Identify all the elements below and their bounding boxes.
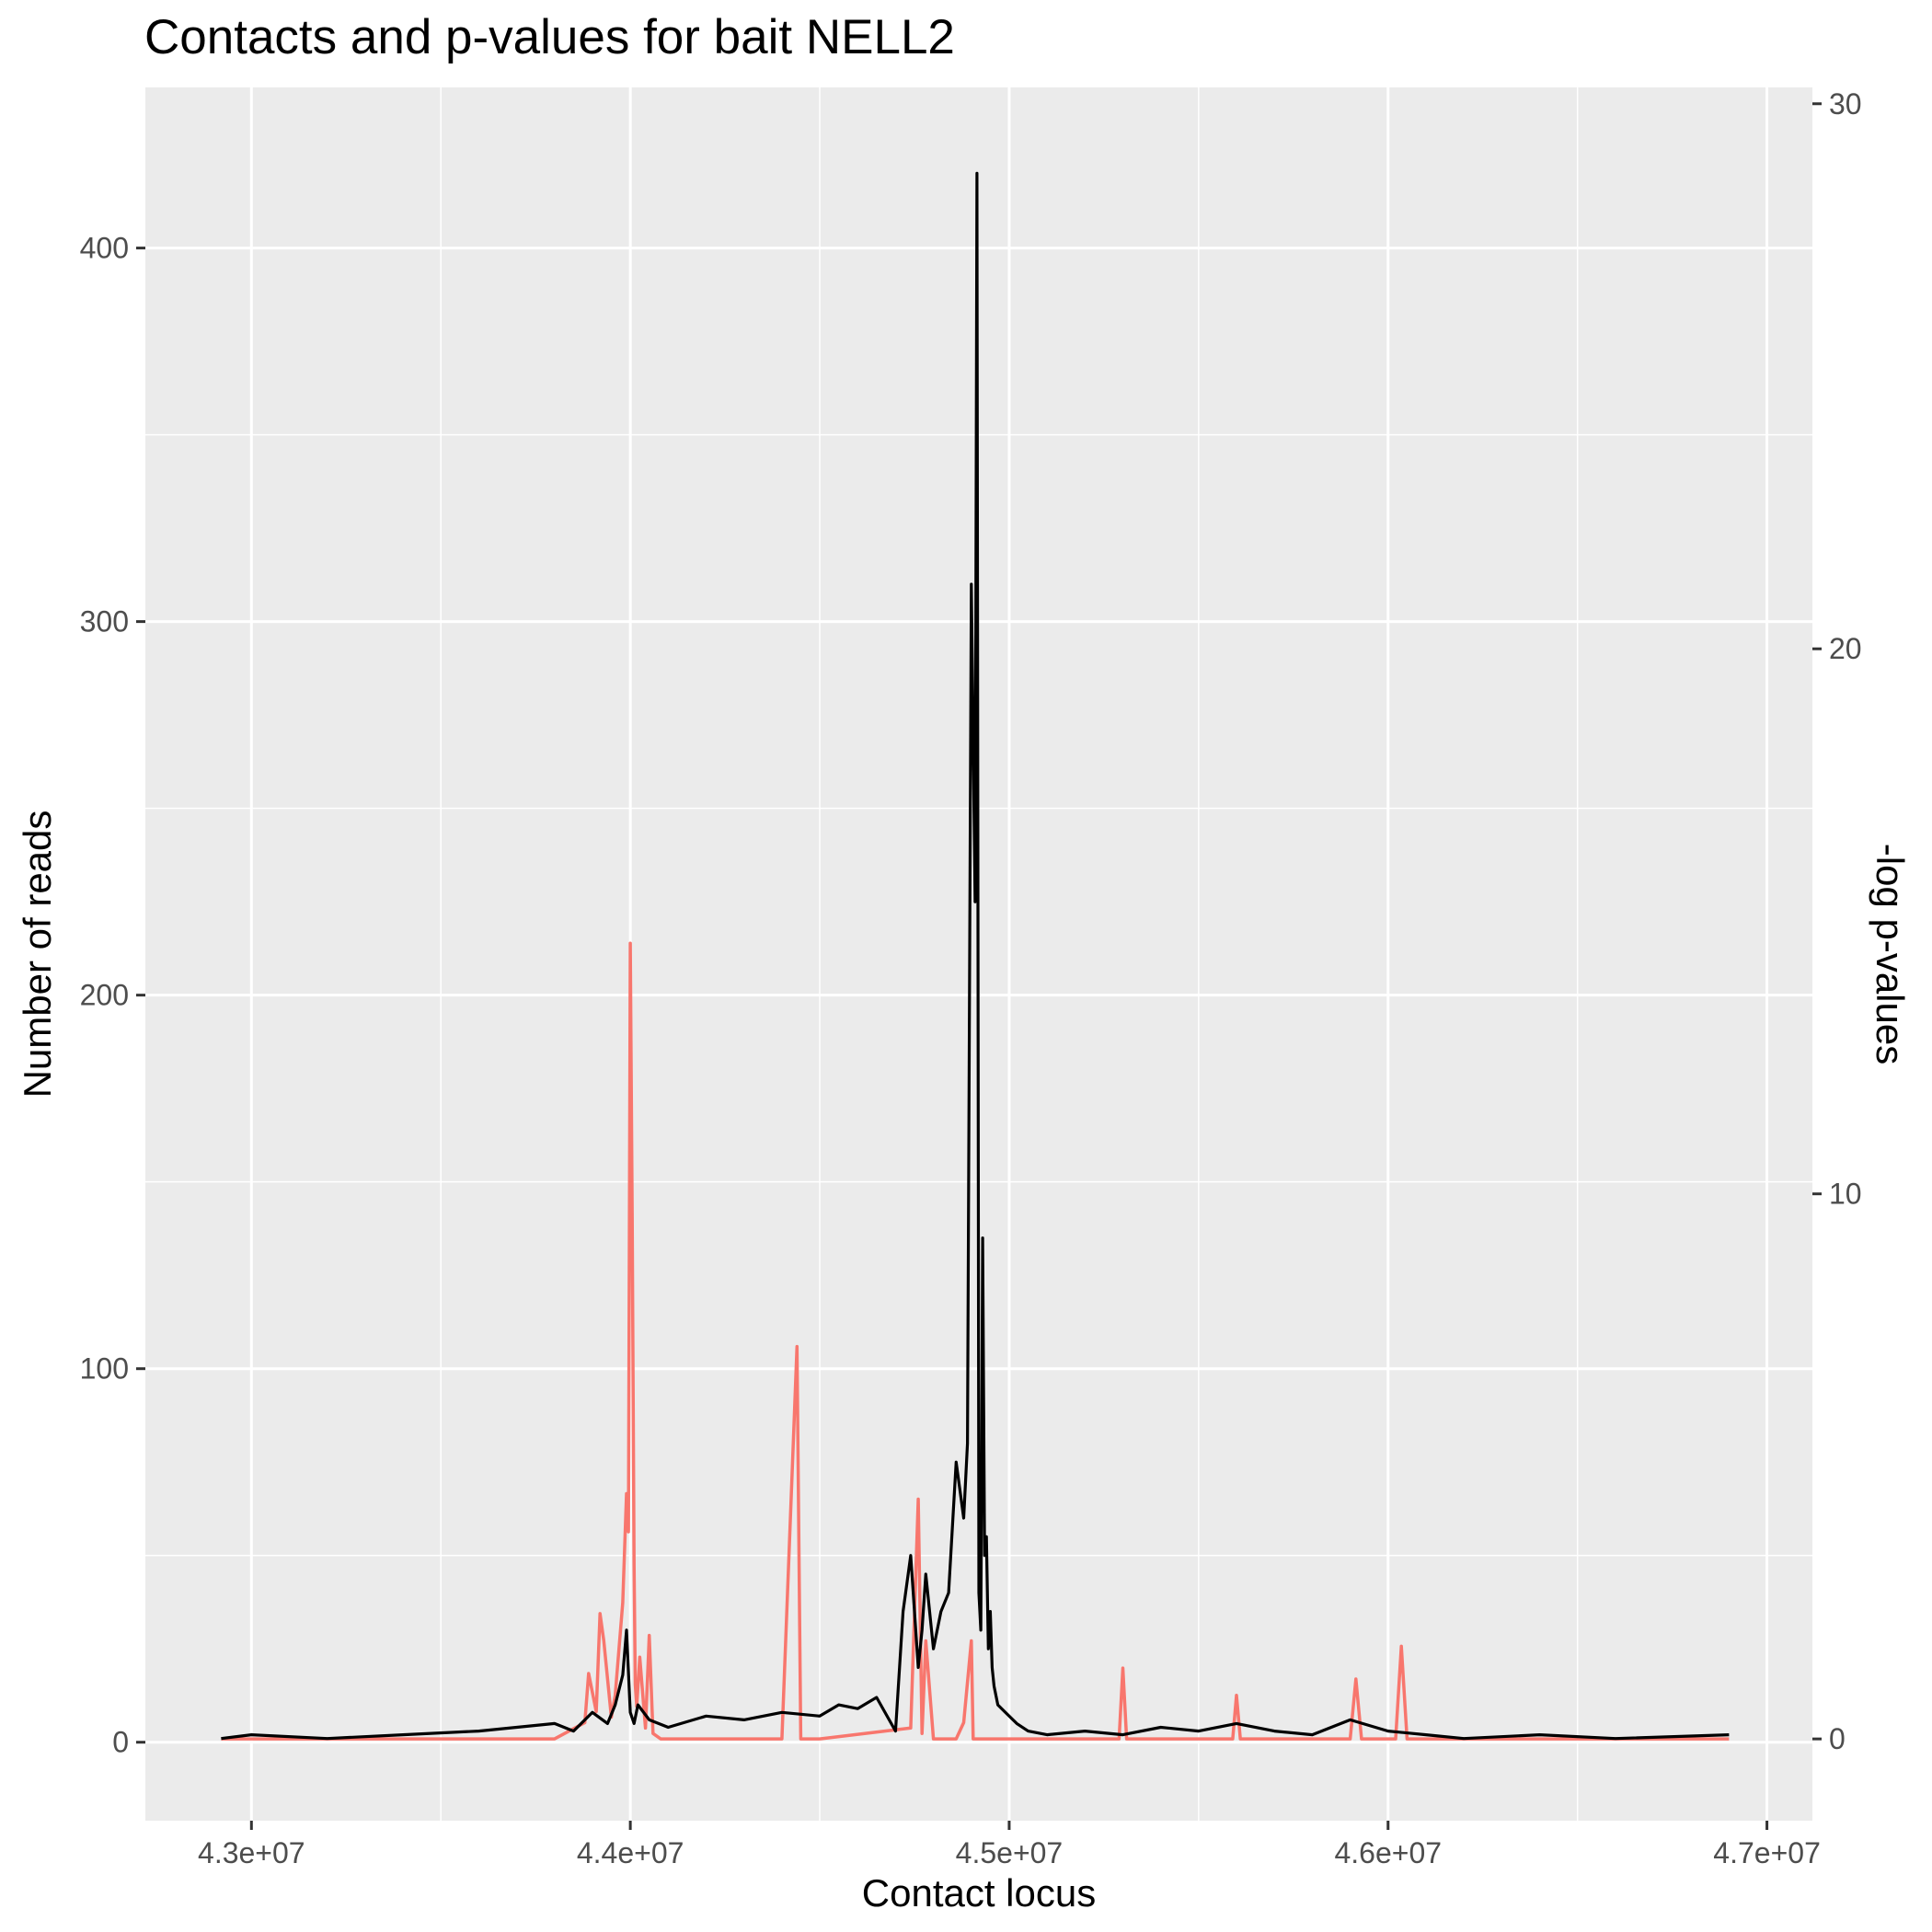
y2-tick-label: 0 xyxy=(1829,1722,1846,1755)
x-axis-title: Contact locus xyxy=(862,1871,1096,1915)
y2-tick-label: 30 xyxy=(1829,87,1862,121)
x-tick-label: 4.7e+07 xyxy=(1713,1836,1821,1869)
x-tick-label: 4.5e+07 xyxy=(956,1836,1064,1869)
axes: 4.3e+07 4.4e+07 4.5e+07 4.6e+07 4.7e+0701002… xyxy=(80,87,1862,1869)
y-tick-label: 0 xyxy=(112,1726,129,1759)
reads-series-line xyxy=(221,171,1730,1741)
y-tick-label: 400 xyxy=(80,232,129,265)
y-tick-label: 200 xyxy=(80,979,129,1012)
y-tick-label: 300 xyxy=(80,605,129,638)
x-tick-label: 4.6e+07 xyxy=(1334,1836,1442,1869)
y2-tick-label: 10 xyxy=(1829,1178,1862,1211)
y-axis-title: Number of reads xyxy=(16,811,59,1098)
y2-tick-label: 20 xyxy=(1829,632,1862,665)
y-tick-label: 100 xyxy=(80,1352,129,1386)
x-tick-label: 4.3e+07 xyxy=(198,1836,305,1869)
y2-axis-title: -log p-values xyxy=(1869,844,1912,1064)
x-tick-label: 4.4e+07 xyxy=(577,1836,684,1869)
chart-title: Contacts and p-values for bait NELL2 xyxy=(144,10,955,64)
pvalue-series-line xyxy=(221,941,1730,1741)
series-layer xyxy=(221,171,1730,1741)
